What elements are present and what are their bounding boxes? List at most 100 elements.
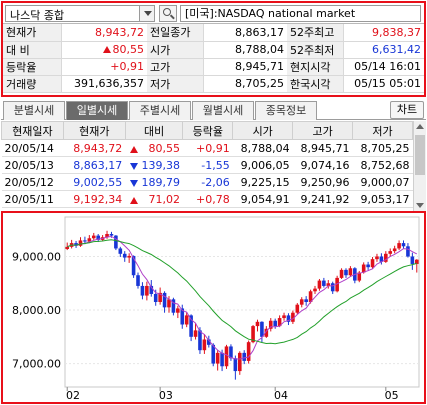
candle-body [299,299,304,305]
down-arrow-icon [130,162,139,170]
tab-1[interactable]: 일별시세 [66,101,128,120]
cell-date: 20/05/12 [1,173,64,191]
daily-price-table: 현재일자 현재가 대비 등락율 시가 고가 저가 20/05/14 8,943,72 80,55… [1,121,413,208]
cell-price: 9,192,34 [63,190,126,208]
candle-body [339,269,344,278]
tab-bar: 차트 분별시세 일별시세 주별시세 월별시세 종목정보 [1,101,426,120]
up-arrow-icon [130,145,139,153]
quote-label: 전일종가 [147,24,204,42]
quote-value: 05/15 05:01 [343,75,424,93]
candle-body [184,315,189,325]
table-scrollbar[interactable] [413,121,426,211]
candle-body [114,235,118,249]
candle-body [136,275,140,286]
search-button[interactable] [159,5,177,22]
up-arrow-icon [102,46,111,53]
cell-text: 20/05/13 [4,158,54,172]
tab-0[interactable]: 분별시세 [3,101,65,120]
cell-text: 8,945,71 [300,141,350,155]
cell-text: +0,91 [196,141,230,155]
cell-text: 9,000,07 [360,175,410,189]
cell-open: 9,006,05 [232,156,293,174]
candle-body [158,292,162,302]
cell-high: 8,945,71 [292,139,353,157]
down-arrow-icon [130,179,139,187]
cell-text: 9,054,91 [240,192,290,206]
quote-table: 현재가 8,943,72 전일종가 8,863,17 52주최고 9,838,37 대 비 8… [3,24,424,93]
quote-row: 현재가 8,943,72 전일종가 8,863,17 52주최고 9,838,37 [3,24,424,42]
candle-body [118,248,123,254]
column-header[interactable]: 시가 [232,121,294,140]
quote-value: 05/14 16:01 [343,58,424,76]
cell-text: 8,943,72 [73,141,123,155]
candle-body [414,259,419,264]
candle-body [268,320,273,329]
scroll-down-icon[interactable] [416,203,424,208]
candle-body [313,288,317,292]
candle-body [406,246,410,257]
cell-price: 9,002,55 [63,173,126,191]
candle-body [127,255,131,258]
x-tick-label: 05 [385,389,399,402]
candle-body [308,291,313,302]
candle-body [366,264,370,268]
chart-button[interactable]: 차트 [390,101,424,119]
cell-change: 189,79 [125,173,183,191]
table-row[interactable]: 20/05/14 8,943,72 80,55 +0,91 8,788,04 8,945,… [1,139,413,157]
column-header[interactable]: 현재일자 [1,121,64,140]
cell-change: 71,02 [125,190,183,208]
table-row[interactable]: 20/05/13 8,863,17 139,38 -1,55 9,006,05 9,074… [1,156,413,174]
cell-text: 9,053,17 [360,192,410,206]
column-header[interactable]: 현재가 [62,121,126,140]
cell-text: 9,074,16 [300,158,350,172]
candle-body [215,352,220,364]
candle-body [171,299,176,313]
quote-value: 80,55 [61,41,147,59]
quote-panel: 나스닥 종합 [미국]:NASDAQ national market 현재가 8,… [1,1,426,97]
tab-2[interactable]: 주별시세 [129,101,191,120]
scroll-up-icon[interactable] [416,124,424,129]
quote-value-text: 8,788,04 [235,43,284,56]
chevron-down-icon[interactable] [139,6,154,21]
candlestick-chart: 9,000.00 8,000.00 7,000.00 02 03 04 05 [12,216,420,402]
candle-body [78,240,83,246]
table-row[interactable]: 20/05/12 9,002,55 189,79 -2,06 9,225,15 9,250… [1,173,413,191]
candle-body [207,339,211,345]
cell-text: +0,78 [196,192,230,206]
table-row[interactable]: 20/05/11 9,192,34 71,02 +0,78 9,054,91 9,241,… [1,190,413,208]
candle-body [220,352,224,367]
quote-label: 시가 [147,41,204,59]
column-header[interactable]: 대비 [124,121,184,140]
cell-text: -2,06 [201,175,230,189]
cell-text: 9,192,34 [73,192,123,206]
column-header[interactable]: 고가 [292,121,354,140]
candle-body [167,299,171,308]
x-tick-label: 03 [159,389,173,402]
column-header[interactable]: 등락율 [182,121,234,140]
candle-body [392,248,397,252]
cell-price: 8,863,17 [63,156,126,174]
cell-text: 20/05/14 [4,141,54,155]
y-tick-label: 8,000.00 [12,304,61,317]
candle-body [357,272,362,281]
column-header[interactable]: 저가 [352,121,413,140]
quote-label: 52주최저 [287,41,344,59]
cell-text: 9,006,05 [240,158,290,172]
cell-text: 20/05/12 [4,175,54,189]
quote-value-text: 391,636,357 [74,77,144,90]
candle-body [176,308,180,313]
tab-4[interactable]: 종목정보 [255,101,317,120]
candle-body [246,342,251,361]
index-select[interactable]: 나스닥 종합 [5,5,155,22]
quote-label: 저가 [147,75,204,93]
candle-body [229,346,233,359]
candle-body [74,243,78,246]
scroll-thumb[interactable] [415,135,425,175]
cell-text: 71,02 [148,192,180,206]
candle-body [122,253,127,258]
candle-body [189,315,193,337]
tab-3[interactable]: 월별시세 [192,101,254,120]
cell-change: 139,38 [125,156,183,174]
candle-body [87,238,92,242]
cell-change: 80,55 [125,139,183,157]
